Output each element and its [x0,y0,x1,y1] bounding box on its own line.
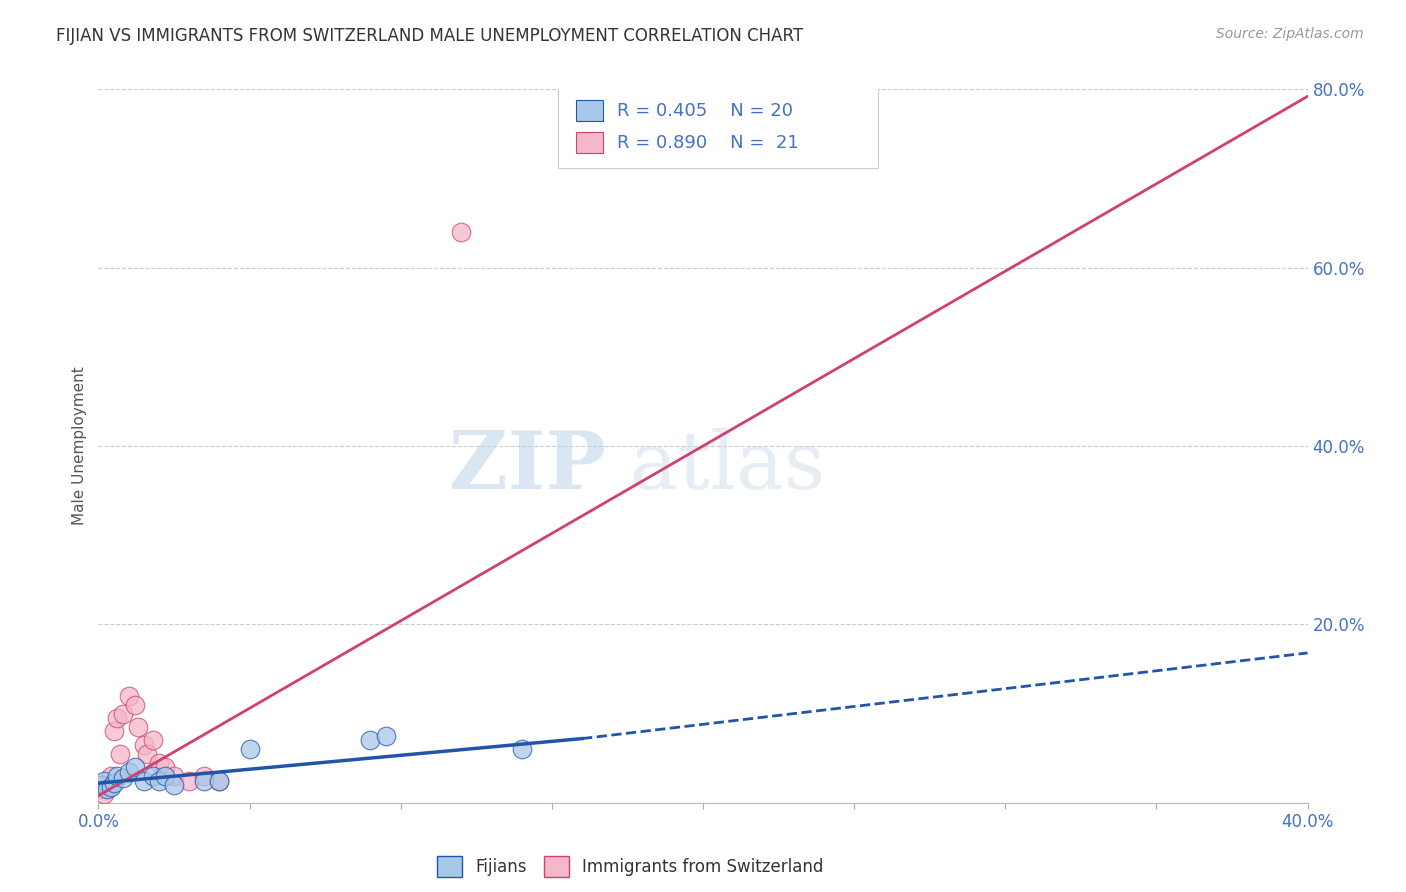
Text: Source: ZipAtlas.com: Source: ZipAtlas.com [1216,27,1364,41]
Point [124,760,146,774]
Point [153,760,176,774]
Point [111,771,134,785]
Text: ZIP: ZIP [450,428,606,507]
Point [93,773,115,788]
Legend: Fijians, Immigrants from Switzerland: Fijians, Immigrants from Switzerland [437,856,824,877]
Point [103,724,125,739]
Point [124,698,146,712]
Point [118,689,141,703]
Point [96,778,118,792]
FancyBboxPatch shape [558,78,879,168]
Point [105,769,128,783]
Point [105,711,128,725]
Point [163,769,186,783]
Point [93,787,115,801]
Point [103,776,125,790]
Point [100,769,122,783]
Point [374,729,396,743]
Point [163,778,186,792]
Point [108,747,131,761]
Point [360,733,382,747]
Point [132,773,155,788]
Point [148,756,170,770]
Point [111,706,134,721]
Point [510,742,533,756]
Y-axis label: Male Unemployment: Male Unemployment [72,367,87,525]
Point [193,773,215,788]
Point [127,720,149,734]
Point [132,738,155,752]
FancyBboxPatch shape [576,132,603,153]
Point [179,773,201,788]
Point [148,773,170,788]
Text: atlas: atlas [630,428,825,507]
Text: R = 0.405    N = 20: R = 0.405 N = 20 [617,102,793,120]
Point [208,773,231,788]
Point [450,225,472,239]
Point [118,764,141,779]
Point [90,782,112,797]
Point [142,733,165,747]
Point [239,742,262,756]
FancyBboxPatch shape [576,100,603,121]
Point [208,773,231,788]
Point [142,769,165,783]
Text: FIJIAN VS IMMIGRANTS FROM SWITZERLAND MALE UNEMPLOYMENT CORRELATION CHART: FIJIAN VS IMMIGRANTS FROM SWITZERLAND MA… [56,27,803,45]
Point [100,780,122,794]
Point [135,747,157,761]
Text: R = 0.890    N =  21: R = 0.890 N = 21 [617,134,799,152]
Point [90,778,112,792]
Point [96,782,118,797]
Point [153,769,176,783]
Point [193,769,215,783]
